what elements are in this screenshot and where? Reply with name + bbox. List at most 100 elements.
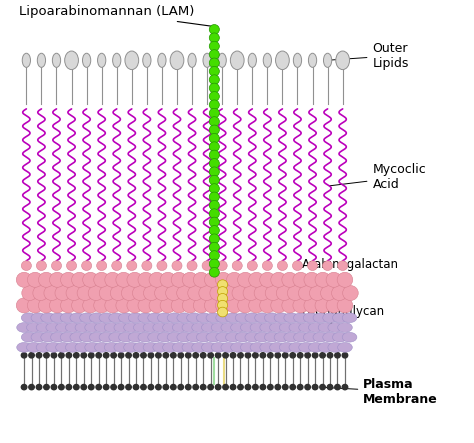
Circle shape xyxy=(27,298,43,313)
Ellipse shape xyxy=(323,313,337,323)
Ellipse shape xyxy=(182,323,197,332)
Circle shape xyxy=(188,286,203,300)
Circle shape xyxy=(61,298,76,313)
Ellipse shape xyxy=(293,332,308,342)
Circle shape xyxy=(238,353,243,358)
Ellipse shape xyxy=(82,53,91,67)
Circle shape xyxy=(237,272,253,288)
Circle shape xyxy=(343,286,358,300)
Circle shape xyxy=(193,298,209,313)
Ellipse shape xyxy=(187,313,201,323)
Circle shape xyxy=(209,217,219,227)
Circle shape xyxy=(96,353,101,358)
Ellipse shape xyxy=(336,51,349,70)
Ellipse shape xyxy=(138,313,153,323)
Circle shape xyxy=(209,108,219,118)
Circle shape xyxy=(275,385,281,390)
Circle shape xyxy=(96,385,101,390)
Ellipse shape xyxy=(255,332,269,342)
Circle shape xyxy=(59,353,64,358)
Circle shape xyxy=(262,261,273,271)
Circle shape xyxy=(209,184,219,194)
Circle shape xyxy=(209,209,219,218)
Ellipse shape xyxy=(192,342,207,352)
Circle shape xyxy=(187,261,197,271)
Ellipse shape xyxy=(17,323,31,332)
Ellipse shape xyxy=(41,313,55,323)
Ellipse shape xyxy=(201,342,216,352)
Text: Mycoclic
Acid: Mycoclic Acid xyxy=(329,163,426,191)
Circle shape xyxy=(82,298,98,313)
Ellipse shape xyxy=(284,332,299,342)
Circle shape xyxy=(16,298,32,313)
Ellipse shape xyxy=(196,332,211,342)
Circle shape xyxy=(155,286,170,300)
Ellipse shape xyxy=(148,332,163,342)
Circle shape xyxy=(110,286,126,300)
Circle shape xyxy=(304,298,319,313)
Circle shape xyxy=(105,298,120,313)
Circle shape xyxy=(260,272,275,288)
Circle shape xyxy=(209,117,219,126)
Ellipse shape xyxy=(309,53,317,67)
Ellipse shape xyxy=(203,53,211,67)
Circle shape xyxy=(22,286,37,300)
Circle shape xyxy=(193,353,199,358)
Ellipse shape xyxy=(196,313,211,323)
Circle shape xyxy=(297,353,303,358)
Circle shape xyxy=(312,385,318,390)
Circle shape xyxy=(227,298,242,313)
Circle shape xyxy=(320,385,325,390)
Ellipse shape xyxy=(36,342,51,352)
Circle shape xyxy=(165,286,181,300)
Ellipse shape xyxy=(206,313,221,323)
Circle shape xyxy=(16,272,32,288)
Ellipse shape xyxy=(201,323,216,332)
Ellipse shape xyxy=(275,51,289,70)
Ellipse shape xyxy=(46,342,61,352)
Ellipse shape xyxy=(342,313,357,323)
Ellipse shape xyxy=(55,323,70,332)
Ellipse shape xyxy=(342,332,357,342)
Circle shape xyxy=(221,286,237,300)
Ellipse shape xyxy=(128,313,143,323)
Circle shape xyxy=(36,353,42,358)
Circle shape xyxy=(160,298,176,313)
Circle shape xyxy=(217,261,227,271)
Ellipse shape xyxy=(36,323,51,332)
Ellipse shape xyxy=(31,313,46,323)
Ellipse shape xyxy=(188,53,196,67)
Ellipse shape xyxy=(263,53,272,67)
Ellipse shape xyxy=(104,342,119,352)
Ellipse shape xyxy=(221,323,236,332)
Circle shape xyxy=(208,353,213,358)
Circle shape xyxy=(21,261,31,271)
Circle shape xyxy=(44,385,49,390)
Circle shape xyxy=(94,298,109,313)
Circle shape xyxy=(209,159,219,168)
Ellipse shape xyxy=(128,332,143,342)
Circle shape xyxy=(209,175,219,185)
Ellipse shape xyxy=(75,323,90,332)
Circle shape xyxy=(305,353,310,358)
Circle shape xyxy=(249,272,264,288)
Circle shape xyxy=(283,353,288,358)
Circle shape xyxy=(142,261,152,271)
Ellipse shape xyxy=(231,323,246,332)
Circle shape xyxy=(66,353,72,358)
Ellipse shape xyxy=(173,323,187,332)
Ellipse shape xyxy=(170,51,184,70)
Circle shape xyxy=(326,272,342,288)
Circle shape xyxy=(111,385,117,390)
Ellipse shape xyxy=(27,323,41,332)
Text: Outer
Lipids: Outer Lipids xyxy=(329,42,409,70)
Circle shape xyxy=(52,261,62,271)
Circle shape xyxy=(290,385,295,390)
Circle shape xyxy=(277,261,287,271)
Circle shape xyxy=(21,385,27,390)
Circle shape xyxy=(127,298,143,313)
Circle shape xyxy=(249,298,264,313)
Circle shape xyxy=(38,272,54,288)
Ellipse shape xyxy=(313,332,328,342)
Circle shape xyxy=(327,353,333,358)
